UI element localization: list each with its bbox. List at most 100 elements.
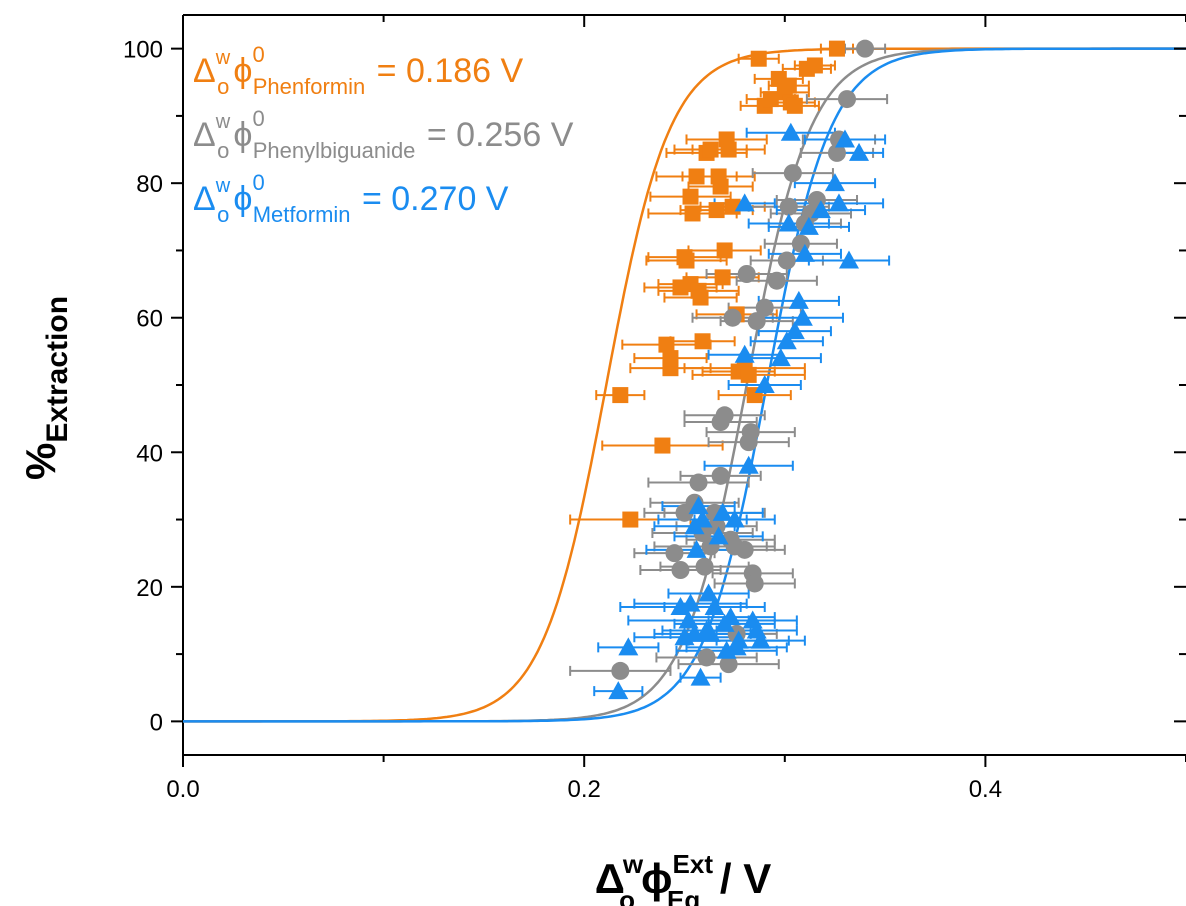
data-point-phenylbiguanide (747, 312, 766, 331)
data-point-phenylbiguanide (611, 661, 630, 680)
data-point-metformin (784, 321, 805, 340)
data-point-metformin (690, 667, 711, 686)
data-point-metformin (704, 597, 725, 615)
x-tick-label: 0.4 (969, 776, 1002, 803)
fit-curve-metformin (183, 47, 1186, 723)
y-tick-label: 80 (136, 171, 163, 198)
data-point-phenformin (714, 269, 731, 286)
y-tick-label: 60 (136, 306, 163, 333)
data-point-phenformin (688, 168, 705, 185)
data-point-phenylbiguanide (695, 557, 714, 576)
data-point-phenformin (676, 249, 693, 266)
y-tick-label: 0 (150, 709, 163, 736)
data-point-phenylbiguanide (723, 308, 742, 327)
data-point-phenformin (694, 333, 711, 350)
data-point-phenformin (780, 77, 797, 94)
data-point-metformin (698, 583, 719, 602)
data-point-metformin (708, 526, 729, 545)
data-point-metformin (728, 630, 749, 649)
data-point-phenformin (684, 205, 701, 222)
x-tick-label: 0.0 (166, 776, 199, 803)
x-tick-label: 0.2 (568, 776, 601, 803)
data-point-metformin (692, 509, 713, 528)
data-point-phenylbiguanide (827, 143, 846, 162)
y-tick-label: 40 (136, 440, 163, 467)
data-point-phenformin (682, 188, 699, 205)
data-point-phenformin (712, 178, 729, 195)
data-point-phenylbiguanide (689, 473, 708, 492)
data-point-phenformin (762, 91, 779, 108)
data-point-metformin (680, 593, 701, 612)
data-point-phenformin (658, 336, 675, 353)
data-point-phenformin (654, 437, 671, 454)
data-point-phenformin (662, 350, 679, 367)
data-point-phenformin (786, 97, 803, 114)
data-point-phenformin (702, 141, 719, 158)
data-point-metformin (734, 344, 755, 363)
data-point-metformin (712, 502, 733, 521)
data-point-phenformin (612, 387, 629, 404)
data-point-phenylbiguanide (711, 466, 730, 485)
data-point-phenformin (708, 202, 725, 219)
data-point-metformin (838, 250, 859, 269)
data-point-phenylbiguanide (735, 540, 754, 559)
data-point-phenylbiguanide (737, 265, 756, 283)
data-point-phenformin (622, 511, 639, 528)
data-point-phenformin (806, 57, 823, 74)
data-point-metformin (798, 216, 819, 235)
data-point-metformin (780, 122, 801, 141)
data-point-phenylbiguanide (715, 406, 734, 425)
legend: Δw o ϕ0 Phenformin = 0.186 V Δw o ϕ0 Phenylbigu… (193, 42, 574, 227)
data-point-metformin (686, 539, 707, 558)
data-point-phenylbiguanide (777, 251, 796, 270)
data-point-metformin (792, 307, 813, 326)
y-axis-title: %Extraction (17, 296, 74, 480)
data-point-phenylbiguanide (783, 164, 802, 183)
x-axis-title: Δw o ϕExt Eq / V (595, 849, 772, 906)
data-point-phenylbiguanide (671, 561, 690, 579)
data-point-metformin (754, 375, 775, 393)
data-point-phenylbiguanide (767, 271, 786, 290)
data-point-metformin (770, 348, 791, 367)
data-point-metformin (724, 509, 745, 528)
data-point-metformin (810, 200, 831, 219)
data-point-phenformin (720, 141, 737, 158)
data-point-phenformin (716, 242, 733, 259)
data-point-phenylbiguanide (741, 423, 760, 442)
legend-label-metformin: Δw o ϕ0 Metformin = 0.270 V (193, 170, 509, 227)
data-point-metformin (618, 637, 639, 656)
data-point-phenformin (692, 289, 709, 306)
data-point-phenylbiguanide (697, 648, 716, 667)
data-point-metformin (700, 623, 721, 642)
data-point-metformin (824, 173, 845, 192)
data-point-metformin (794, 243, 815, 262)
data-point-metformin (750, 630, 771, 649)
data-markers (608, 39, 875, 700)
data-point-metformin (776, 331, 797, 350)
data-point-metformin (688, 496, 709, 515)
data-point-phenformin (740, 366, 757, 383)
data-point-phenylbiguanide (719, 655, 738, 674)
legend-label-phenylbiguanide: Δw o ϕ0 Phenylbiguanide = 0.256 V (193, 106, 574, 163)
x-axis-ticks: 0.0 0.2 0.4 (166, 15, 1186, 803)
data-point-metformin (738, 455, 759, 474)
data-point-metformin (678, 610, 699, 629)
data-point-metformin (788, 290, 809, 309)
data-point-metformin (608, 681, 629, 700)
data-point-metformin (734, 193, 755, 212)
y-tick-label: 20 (136, 575, 163, 602)
data-point-phenylbiguanide (745, 574, 764, 593)
data-point-phenylbiguanide (707, 517, 726, 536)
data-point-metformin (828, 193, 849, 212)
data-point-metformin (778, 213, 799, 232)
legend-label-phenformin: Δw o ϕ0 Phenformin = 0.186 V (193, 42, 524, 99)
data-point-phenformin (828, 40, 845, 57)
data-point-phenylbiguanide (837, 90, 856, 109)
data-point-phenylbiguanide (856, 39, 875, 58)
data-point-metformin (720, 607, 741, 626)
y-axis-ticks: 0 20 40 60 80 100 (123, 37, 1186, 736)
data-point-phenylbiguanide (665, 544, 684, 563)
data-point-metformin (834, 129, 855, 148)
data-point-phenformin (750, 50, 767, 67)
